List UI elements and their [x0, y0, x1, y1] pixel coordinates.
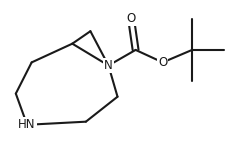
Text: O: O — [126, 12, 135, 25]
Text: O: O — [158, 56, 166, 69]
Text: N: N — [104, 59, 112, 72]
Text: HN: HN — [18, 118, 36, 131]
